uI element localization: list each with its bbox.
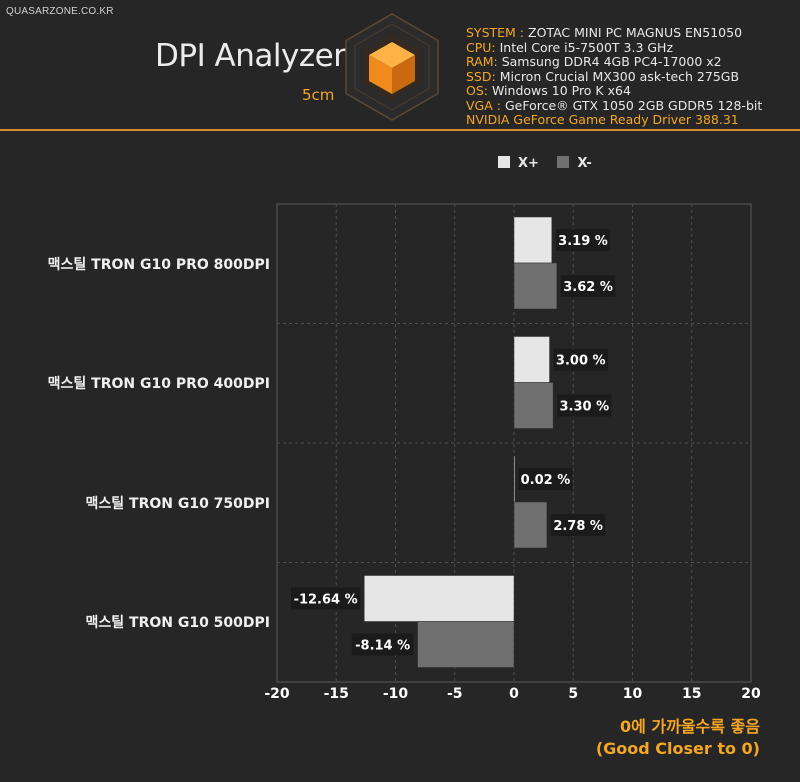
- legend: X+ X-: [498, 156, 606, 171]
- data-label-bg-0-1: [560, 275, 616, 297]
- page-title: DPI Analyzer: [155, 38, 346, 74]
- data-label-1-1: 3.30 %: [559, 400, 609, 415]
- data-label-bg-2-0: [518, 468, 573, 490]
- x-tick-label-2: -10: [383, 686, 409, 702]
- x-tick-label-4: 0: [509, 686, 519, 702]
- data-label-3-0: -12.64 %: [294, 593, 358, 608]
- x-tick-label-1: -15: [324, 686, 349, 702]
- cube-logo-icon: [345, 13, 439, 121]
- page-subtitle: 5cm: [302, 86, 335, 104]
- data-label-bg-1-1: [557, 394, 612, 417]
- spec-driver: NVIDIA GeForce Game Ready Driver 388.31: [466, 112, 739, 127]
- data-label-bg-2-1: [550, 514, 606, 536]
- bar-0-0: [513, 216, 553, 264]
- header: QUASARZONE.CO.KR DPI Analyzer 5cm SYSTEM…: [0, 0, 800, 129]
- x-tick-label-7: 15: [682, 686, 701, 702]
- header-divider: [0, 129, 800, 131]
- bar-0-1: [513, 262, 558, 310]
- spec-os: OS: Windows 10 Pro K x64: [466, 83, 631, 98]
- bar-3-1: [417, 621, 515, 668]
- data-label-3-1: -8.14 %: [355, 639, 410, 654]
- data-label-2-1: 2.78 %: [553, 519, 603, 534]
- legend-x-minus: X-: [557, 156, 592, 171]
- data-label-bg-0-0: [555, 229, 611, 251]
- category-label-3: 맥스틸 TRON G10 500DPI: [85, 615, 271, 631]
- legend-x-plus: X+: [498, 156, 539, 171]
- x-tick-label-5: 5: [568, 686, 578, 702]
- spec-ssd: SSD: Micron Crucial MX300 ask-tech 275GB: [466, 68, 740, 84]
- x-tick-label-8: 20: [741, 686, 761, 702]
- x-tick-label-6: 10: [623, 686, 643, 702]
- site-name: QUASARZONE.CO.KR: [6, 6, 114, 17]
- spec-system: SYSTEM : ZOTAC MINI PC MAGNUS EN51050: [466, 25, 743, 40]
- data-label-0-0: 3.19 %: [558, 234, 608, 249]
- category-label-1: 맥스틸 TRON G10 PRO 400DPI: [47, 376, 270, 392]
- spec-cpu: CPU: Intel Core i5-7500T 3.3 GHz: [466, 39, 674, 55]
- spec-vga: VGA : GeForce® GTX 1050 2GB GDDR5 128-bi…: [466, 97, 763, 113]
- chart-note: 0에 가까울수록 좋음 (Good Closer to 0): [560, 716, 760, 760]
- note-line-1: 0에 가까울수록 좋음: [619, 717, 760, 736]
- bar-1-1: [513, 382, 554, 429]
- spec-ram: RAM: Samsung DDR4 4GB PC4-17000 x2: [466, 54, 722, 69]
- bar-2-1: [513, 501, 548, 549]
- data-label-0-1: 3.62 %: [563, 280, 613, 295]
- system-specs: SYSTEM : ZOTAC MINI PC MAGNUS EN51050 CP…: [466, 25, 763, 128]
- category-label-0: 맥스틸 TRON G10 PRO 800DPI: [47, 257, 270, 273]
- legend-swatch-x-plus: [498, 156, 510, 168]
- bar-2-0: [513, 455, 516, 503]
- category-label-2: 맥스틸 TRON G10 750DPI: [85, 496, 271, 512]
- bar-3-0: [363, 575, 515, 622]
- x-tick-label-0: -20: [264, 686, 290, 702]
- x-tick-label-3: -5: [447, 686, 463, 702]
- data-label-bg-3-0: [291, 587, 361, 610]
- bar-1-0: [513, 336, 550, 383]
- legend-swatch-x-minus: [557, 156, 570, 168]
- note-line-2: (Good Closer to 0): [595, 739, 760, 758]
- data-label-1-0: 3.00 %: [556, 354, 606, 369]
- data-label-2-0: 0.02 %: [521, 473, 571, 488]
- data-label-bg-1-0: [553, 348, 608, 371]
- data-label-bg-3-1: [351, 633, 414, 656]
